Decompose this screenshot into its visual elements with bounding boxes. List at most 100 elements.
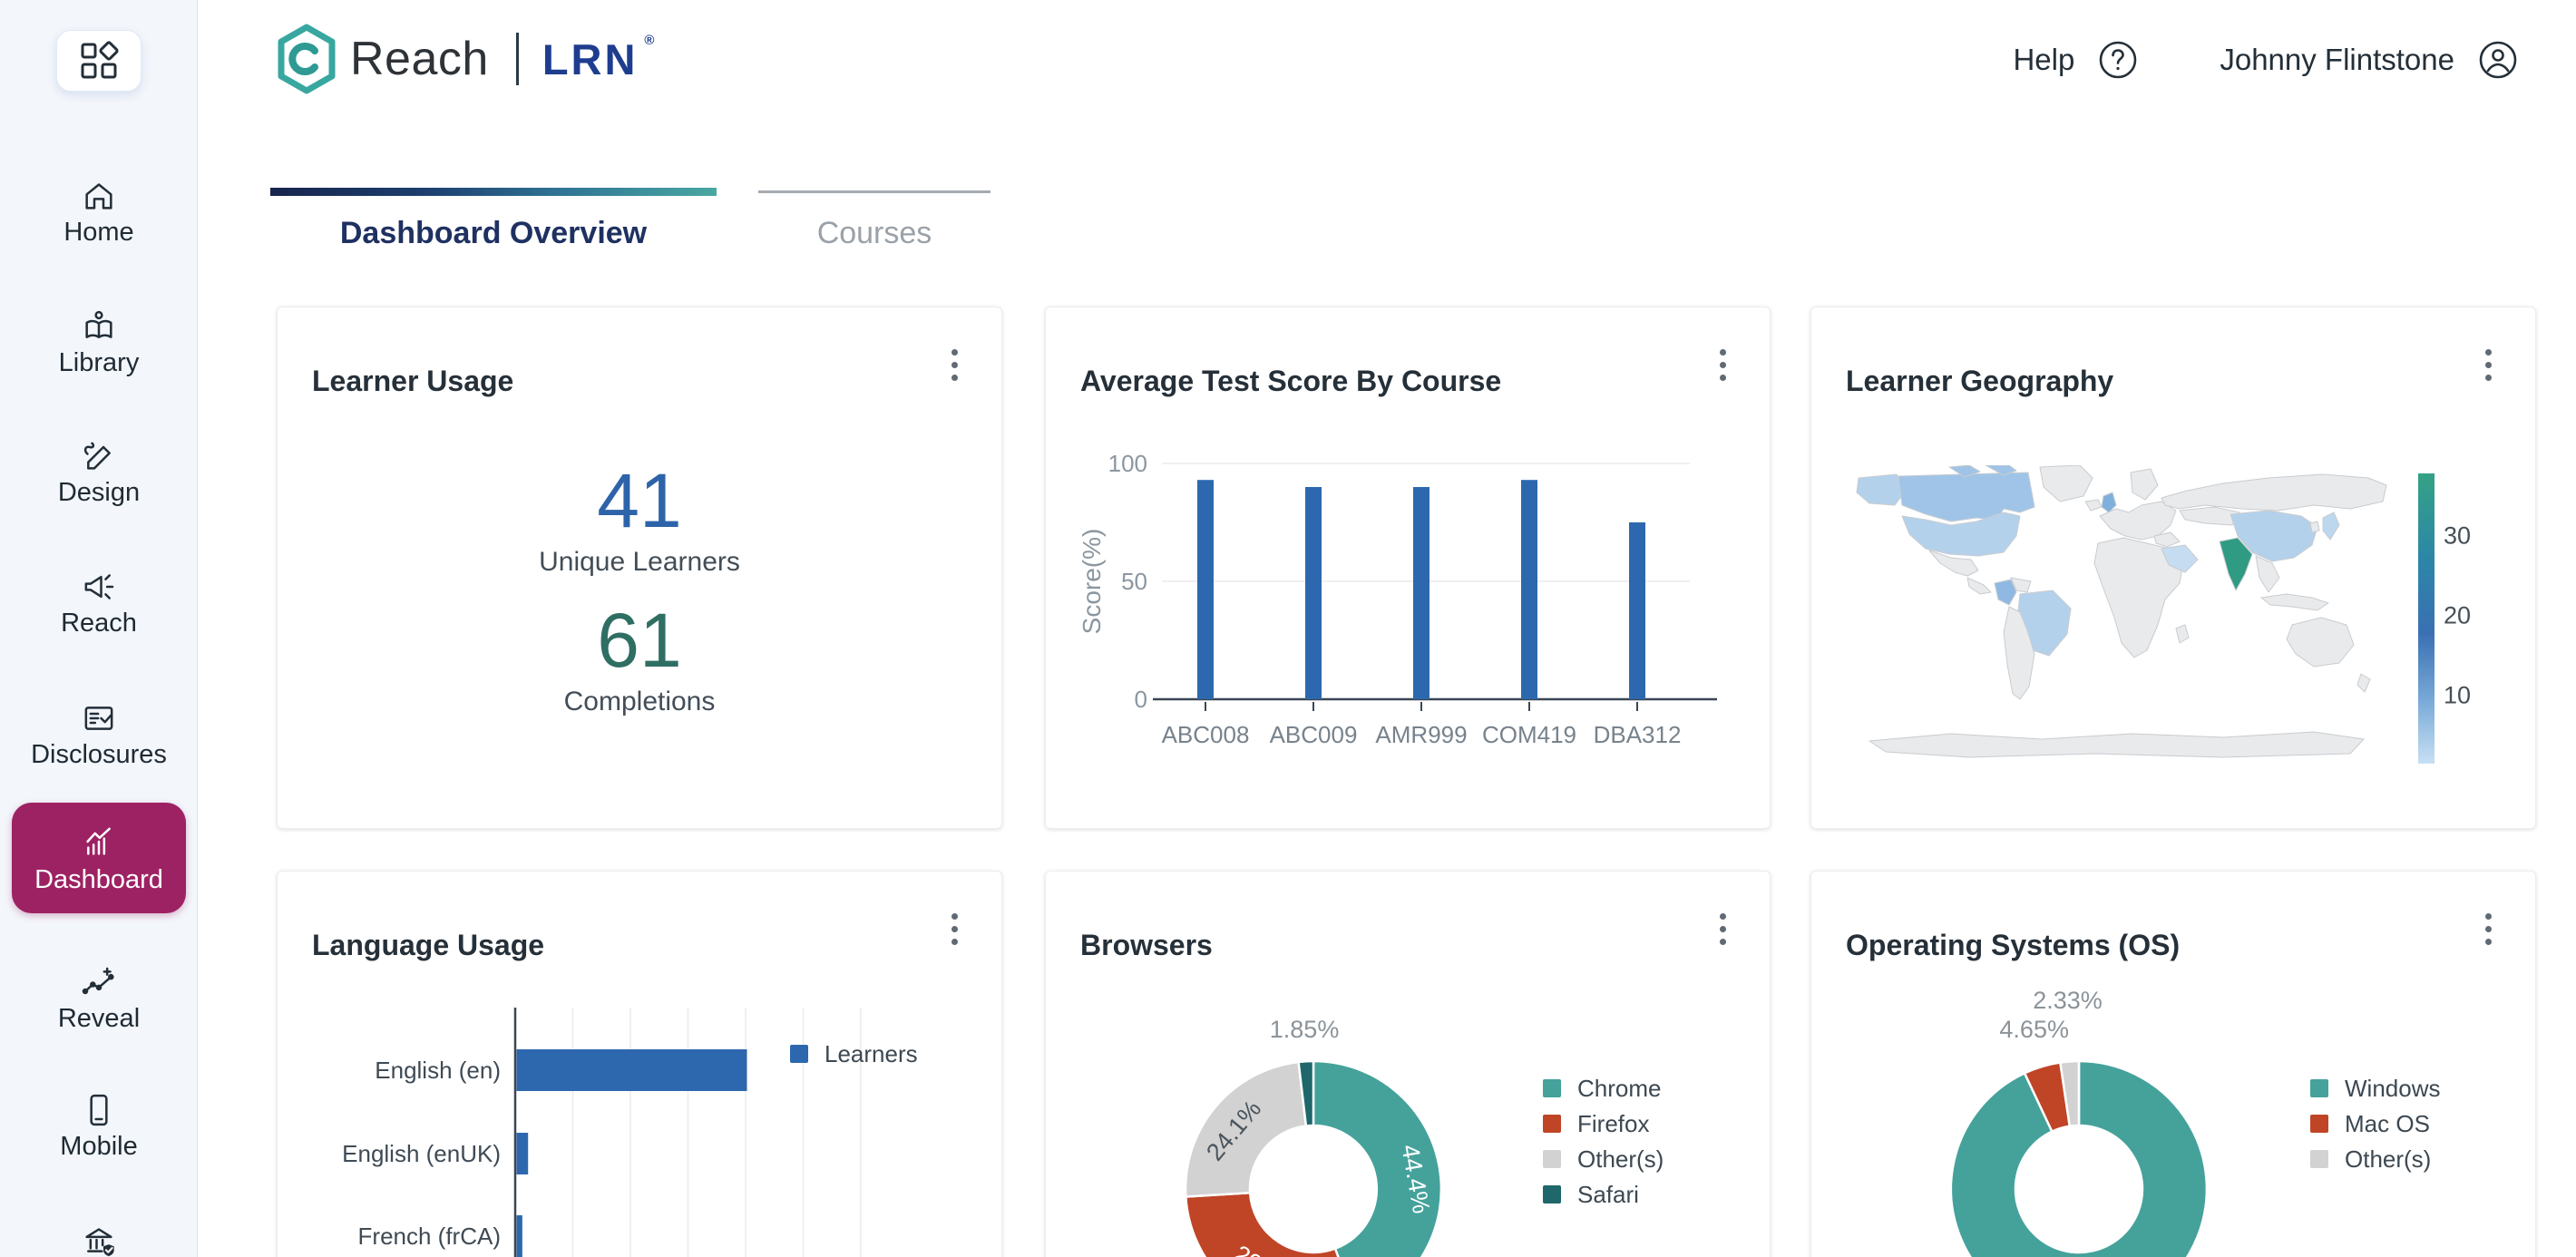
sidebar-item-governance[interactable]	[0, 1223, 198, 1257]
bar-DBA312[interactable]	[1629, 522, 1645, 699]
map-country-antarctica[interactable]	[1869, 731, 2365, 758]
help-link[interactable]: Help	[2013, 43, 2075, 76]
sidebar-item-disclosures[interactable]: Disclosures	[0, 700, 198, 768]
stat-label: Completions	[563, 687, 716, 716]
map-country-saudi-arabia[interactable]	[2161, 544, 2199, 573]
card-menu-kebab-icon[interactable]	[934, 336, 974, 393]
svg-text:2.33%: 2.33%	[2033, 987, 2103, 1014]
hbar-English (enUK)[interactable]	[516, 1133, 529, 1174]
card-menu-kebab-icon[interactable]	[934, 901, 974, 957]
sidebar-item-home[interactable]: Home	[0, 178, 198, 246]
map-country-madagascar[interactable]	[2175, 624, 2190, 644]
colorbar-tick: 30	[2444, 521, 2472, 550]
card-menu-kebab-icon[interactable]	[2468, 901, 2508, 957]
donut-slice-others[interactable]	[2058, 1059, 2081, 1128]
user-name[interactable]: Johnny Flintstone	[2220, 43, 2454, 76]
map-country-seasia[interactable]	[2255, 555, 2280, 593]
stat-value: 41	[597, 458, 682, 543]
map-country-europe[interactable]	[2099, 501, 2177, 541]
svg-text:100: 100	[1108, 450, 1147, 477]
legend-item[interactable]: Firefox	[1543, 1110, 1664, 1137]
sidebar-item-label: Mobile	[60, 1132, 138, 1161]
sidebar-item-reach[interactable]: Reach	[0, 569, 198, 637]
colorbar-tick: 20	[2444, 601, 2472, 629]
map-country-japan[interactable]	[2322, 512, 2340, 541]
map-country-china[interactable]	[2230, 510, 2318, 562]
donut-slice-chrome[interactable]	[1312, 1059, 1443, 1257]
map-country-usa[interactable]	[1901, 512, 2021, 557]
donut-slice-safari[interactable]	[1297, 1059, 1315, 1127]
map-country-indonesia[interactable]	[2260, 593, 2329, 611]
card-menu-kebab-icon[interactable]	[2468, 336, 2508, 393]
header-actions: Help Johnny Flintstone	[2013, 40, 2518, 80]
svg-text:4.65%: 4.65%	[1999, 1016, 2069, 1043]
map-country-greenland[interactable]	[2039, 465, 2093, 502]
map-country-canada[interactable]	[1948, 465, 1981, 478]
sidebar-item-reveal[interactable]: Reveal	[0, 964, 198, 1032]
legend-item[interactable]: Learners	[790, 1040, 918, 1067]
product-name: Reach	[350, 33, 489, 85]
legend-swatch	[1543, 1150, 1561, 1168]
map-country-mexico[interactable]	[1928, 550, 1979, 577]
stat-label: Unique Learners	[539, 547, 740, 577]
legend-item[interactable]: Chrome	[1543, 1075, 1664, 1102]
svg-text:COM419: COM419	[1482, 721, 1576, 748]
legend-item[interactable]: Other(s)	[2310, 1145, 2440, 1173]
bar-ABC008[interactable]	[1197, 480, 1214, 699]
map-country-korea[interactable]	[2309, 521, 2320, 533]
sidebar-item-design[interactable]: Design	[0, 438, 198, 506]
world-choropleth-map[interactable]	[1842, 465, 2390, 765]
map-country-sam[interactable]	[2003, 606, 2035, 700]
hbar-English (en)[interactable]	[516, 1049, 747, 1091]
card-learner-geography: Learner Geography	[1810, 307, 2536, 829]
tab-inactive-indicator	[758, 190, 990, 193]
legend-item[interactable]: Safari	[1543, 1181, 1664, 1208]
donut-slice-others[interactable]	[1184, 1060, 1308, 1198]
card-menu-kebab-icon[interactable]	[1703, 901, 1742, 957]
legend-label: Windows	[2345, 1075, 2441, 1102]
brand-logo: Reach LRN ®	[272, 20, 654, 98]
donut-slice-windows[interactable]	[1949, 1059, 2209, 1257]
sidebar-item-label: Home	[63, 218, 134, 247]
map-country-russia[interactable]	[2161, 473, 2387, 512]
map-country-canada[interactable]	[1898, 472, 2035, 522]
sidebar-item-library[interactable]: Library	[0, 308, 198, 376]
map-country-venezuela[interactable]	[2010, 577, 2032, 593]
app-launcher-button[interactable]	[56, 30, 141, 92]
sidebar-item-dashboard-active[interactable]: Dashboard	[12, 803, 186, 913]
map-country-nz[interactable]	[2356, 673, 2371, 693]
os-donut-chart: 4.65%2.33%	[1949, 987, 2209, 1257]
map-country-australia[interactable]	[2286, 617, 2355, 667]
map-country-iceland[interactable]	[2084, 499, 2103, 512]
map-country-centralasia[interactable]	[2179, 506, 2240, 526]
legend-item[interactable]: Other(s)	[1543, 1145, 1664, 1173]
donut-slice-firefox[interactable]	[1184, 1191, 1357, 1257]
svg-text:0: 0	[1135, 686, 1147, 713]
map-country-uk[interactable]	[2101, 492, 2117, 513]
hbar-French (frCA)[interactable]	[516, 1215, 522, 1257]
sidebar-item-label: Design	[57, 478, 141, 507]
map-country-colombia[interactable]	[1994, 579, 2017, 606]
stat-value: 61	[597, 598, 682, 683]
legend-item[interactable]: Windows	[2310, 1075, 2440, 1102]
reach-hexagon-logo-icon	[278, 24, 336, 94]
help-question-icon[interactable]	[2098, 40, 2138, 80]
bar-ABC009[interactable]	[1305, 487, 1322, 699]
legend-label: Safari	[1577, 1181, 1639, 1208]
legend-swatch	[1543, 1079, 1561, 1097]
bar-AMR999[interactable]	[1413, 487, 1429, 699]
map-country-africa[interactable]	[2093, 537, 2184, 658]
map-country-alaska[interactable]	[1856, 473, 1907, 506]
legend-item[interactable]: Mac OS	[2310, 1110, 2440, 1137]
card-menu-kebab-icon[interactable]	[1703, 336, 1742, 393]
map-country-canada[interactable]	[1985, 465, 2017, 476]
tab-dashboard-overview[interactable]: Dashboard Overview	[270, 188, 717, 251]
tab-courses[interactable]: Courses	[758, 188, 990, 251]
map-country-camerica[interactable]	[1966, 577, 1992, 595]
map-country-scandinavia[interactable]	[2130, 468, 2159, 501]
map-country-mideast[interactable]	[2153, 531, 2181, 548]
map-country-india[interactable]	[2219, 537, 2253, 591]
sidebar-item-mobile[interactable]: Mobile	[0, 1092, 198, 1160]
user-avatar-icon[interactable]	[2478, 40, 2518, 80]
bar-COM419[interactable]	[1521, 480, 1537, 699]
